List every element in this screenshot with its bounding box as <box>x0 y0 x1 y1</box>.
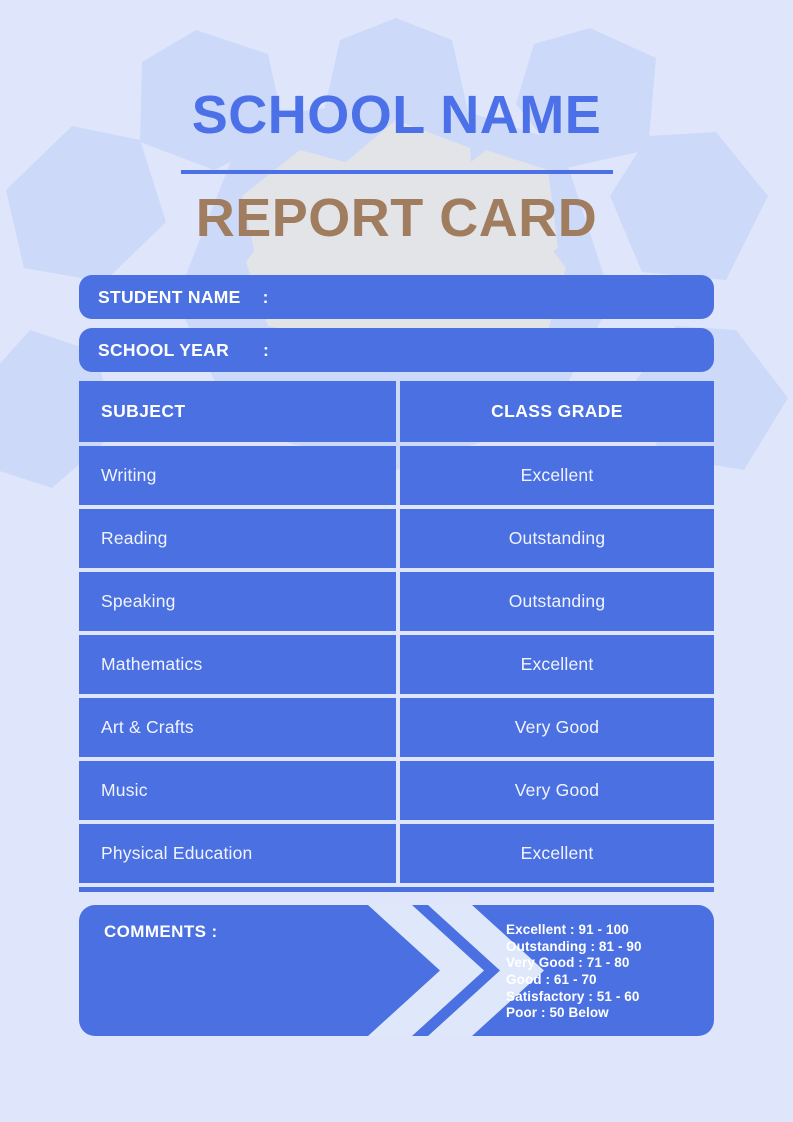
table-row: Mathematics Excellent <box>79 635 714 695</box>
grade-label: Excellent <box>520 654 594 675</box>
subject-label: Reading <box>101 528 168 549</box>
title-divider <box>180 170 613 175</box>
page-header: SCHOOL NAME REPORT CARD <box>0 0 793 246</box>
subject-label: Physical Education <box>101 843 253 864</box>
table-cell-subject: Physical Education <box>79 824 396 884</box>
student-name-colon: : <box>262 286 269 307</box>
table-cell-grade: Excellent <box>400 824 714 884</box>
table-header-subject-label: SUBJECT <box>101 401 186 422</box>
comments-panel[interactable]: COMMENTS : Excellent : 91 - 100 Outstand… <box>79 905 714 1037</box>
legend-item: Excellent : 91 - 100 <box>506 922 629 938</box>
table-row: Writing Excellent <box>79 446 714 506</box>
grade-label: Very Good <box>514 780 600 801</box>
grade-label: Outstanding <box>508 591 606 612</box>
school-year-field[interactable]: SCHOOL YEAR : <box>79 328 714 373</box>
table-cell-subject: Speaking <box>79 572 396 632</box>
table-cell-grade: Very Good <box>400 698 714 758</box>
chevron-right-icon <box>368 905 484 1037</box>
chevron-right-icon <box>428 905 544 1037</box>
table-row: Speaking Outstanding <box>79 572 714 632</box>
table-cell-subject: Mathematics <box>79 635 396 695</box>
table-cell-grade: Excellent <box>400 446 714 506</box>
table-cell-grade: Excellent <box>400 635 714 695</box>
legend-item: Satisfactory : 51 - 60 <box>506 988 640 1004</box>
grade-label: Excellent <box>520 465 594 486</box>
grade-label: Excellent <box>520 843 594 864</box>
table-row: Art & Crafts Very Good <box>79 698 714 758</box>
table-header-row: SUBJECT CLASS GRADE <box>79 381 714 443</box>
page-title: SCHOOL NAME <box>191 85 602 145</box>
subject-label: Music <box>101 780 148 801</box>
table-bottom-rule <box>79 887 714 893</box>
table-cell-grade: Outstanding <box>400 572 714 632</box>
table-row: Music Very Good <box>79 761 714 821</box>
student-name-label: STUDENT NAME <box>98 286 241 307</box>
legend-item: Good : 61 - 70 <box>506 971 597 987</box>
subject-label: Writing <box>101 465 157 486</box>
grade-table: SUBJECT CLASS GRADE Writing Excellent Re… <box>0 381 793 893</box>
table-row: Reading Outstanding <box>79 509 714 569</box>
report-card-subtitle: REPORT CARD <box>195 188 598 249</box>
subject-label: Speaking <box>101 591 176 612</box>
student-info-section: STUDENT NAME : SCHOOL YEAR : <box>0 275 793 373</box>
table-cell-subject: Reading <box>79 509 396 569</box>
table-cell-grade: Very Good <box>400 761 714 821</box>
legend-item: Outstanding : 81 - 90 <box>506 938 642 954</box>
grade-label: Outstanding <box>508 528 606 549</box>
subject-label: Art & Crafts <box>101 717 194 738</box>
grade-legend: Excellent : 91 - 100 Outstanding : 81 - … <box>506 922 696 1022</box>
legend-item: Poor : 50 Below <box>506 1005 609 1021</box>
table-cell-subject: Writing <box>79 446 396 506</box>
school-year-colon: : <box>263 339 269 360</box>
grade-label: Very Good <box>514 717 600 738</box>
table-header-grade-label: CLASS GRADE <box>491 401 623 422</box>
subject-label: Mathematics <box>101 654 203 675</box>
table-header-grade-cell: CLASS GRADE <box>400 381 714 443</box>
student-name-field[interactable]: STUDENT NAME : <box>79 275 714 320</box>
legend-item: Very Good : 71 - 80 <box>506 955 630 971</box>
school-year-label: SCHOOL YEAR <box>98 339 230 360</box>
table-cell-subject: Art & Crafts <box>79 698 396 758</box>
comments-label: COMMENTS : <box>104 922 218 942</box>
table-row: Physical Education Excellent <box>79 824 714 884</box>
table-cell-subject: Music <box>79 761 396 821</box>
table-header-subject-cell: SUBJECT <box>79 381 396 443</box>
table-cell-grade: Outstanding <box>400 509 714 569</box>
